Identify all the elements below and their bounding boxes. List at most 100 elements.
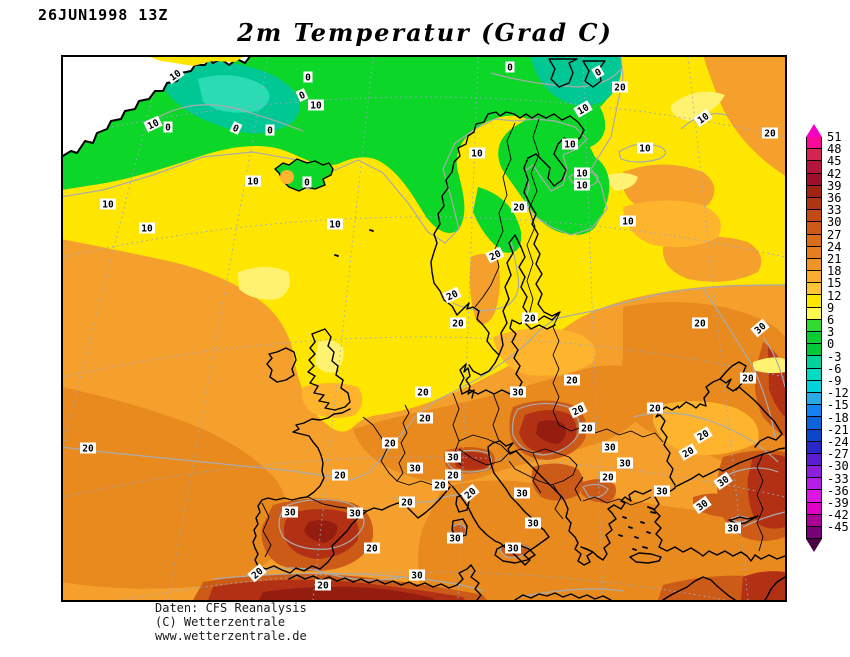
isotherm-label: 10 <box>573 100 593 118</box>
scale-tick-label: -18 <box>827 410 849 425</box>
scale-color-box <box>807 417 821 430</box>
scale-color-box <box>807 405 821 418</box>
isotherm-label: 20 <box>332 469 348 482</box>
scale-tick-label: -42 <box>827 508 849 523</box>
isotherm-label: 30 <box>510 386 526 399</box>
scale-tick-label: 3 <box>827 325 835 340</box>
scale-color-box <box>807 392 821 406</box>
darkest-spain <box>304 520 338 543</box>
isotherm-label: 20 <box>315 579 331 592</box>
isotherm-label: 20 <box>364 542 380 555</box>
isotherm-label: 10 <box>100 198 116 211</box>
credits-line-data: Daten: CFS Reanalysis <box>155 601 307 615</box>
svg-text:30: 30 <box>284 508 296 519</box>
scale-tick-label: 27 <box>827 227 842 242</box>
scale-color-box <box>807 527 821 539</box>
isotherm-label: 10 <box>469 147 485 160</box>
credits-line-copyright: (C) Wetterzentrale <box>155 615 286 629</box>
scale-color-box <box>807 490 821 503</box>
svg-text:0: 0 <box>593 67 604 80</box>
coastlines <box>63 57 785 600</box>
svg-text:20: 20 <box>317 581 329 592</box>
core-east-turkey <box>747 454 785 529</box>
svg-text:10: 10 <box>102 200 114 211</box>
scale-color-box <box>807 295 821 308</box>
isotherm-label: 30 <box>602 441 618 454</box>
scale-tick-label: -24 <box>827 435 849 449</box>
scale-color-box <box>807 283 821 296</box>
svg-text:30: 30 <box>449 534 461 545</box>
svg-text:20: 20 <box>366 544 378 555</box>
denmark-coast <box>459 363 475 399</box>
svg-text:20: 20 <box>649 404 661 415</box>
svg-text:20: 20 <box>488 248 503 263</box>
scale-tick-label: -36 <box>827 483 849 498</box>
svg-text:20: 20 <box>681 445 697 460</box>
svg-text:30: 30 <box>516 489 528 500</box>
scale-color-box <box>807 246 821 259</box>
sardinia-coast <box>451 518 468 539</box>
scale-color-box <box>807 380 821 393</box>
svg-text:10: 10 <box>310 101 322 112</box>
svalbard-coast <box>548 58 606 88</box>
svg-text:10: 10 <box>622 217 634 228</box>
isotherm-label: 20 <box>612 81 628 94</box>
svg-text:30: 30 <box>411 571 423 582</box>
isotherm-label: 0 <box>591 64 605 80</box>
svg-text:20: 20 <box>581 424 593 435</box>
orange-patch-russia-3 <box>623 200 721 248</box>
deep-orange-med <box>418 480 785 600</box>
svg-text:20: 20 <box>82 444 94 455</box>
scale-color-box <box>807 258 821 272</box>
scale-tick-label: 30 <box>827 215 842 230</box>
isotherm-label: 30 <box>725 522 741 535</box>
run-datetime: 26JUN1998 13Z <box>38 6 169 24</box>
svg-text:20: 20 <box>447 471 459 482</box>
svg-text:30: 30 <box>727 524 739 535</box>
svg-text:20: 20 <box>566 376 578 387</box>
isotherm-label: 20 <box>415 386 431 399</box>
isotherm-label: 0 <box>303 71 313 84</box>
isotherm-label: 20 <box>80 442 96 455</box>
isotherm-label: 20 <box>417 412 433 425</box>
yellow-light-ural <box>670 91 725 121</box>
isotherm-label: 30 <box>525 517 541 530</box>
scale-tick-label: 45 <box>827 154 842 169</box>
adriatic-balkan-coast <box>499 440 652 566</box>
green-white-sea <box>531 177 599 235</box>
isotherm-label: 10 <box>574 179 590 192</box>
scale-color-box <box>807 161 821 174</box>
hot-balkans <box>531 463 583 501</box>
svg-text:20: 20 <box>742 374 754 385</box>
svg-text:30: 30 <box>349 509 361 520</box>
isotherm-label: 10 <box>620 215 636 228</box>
svg-text:20: 20 <box>602 473 614 484</box>
scale-tick-label: 0 <box>827 337 835 352</box>
scale-tick-label: 36 <box>827 191 842 205</box>
scale-tick-label: -33 <box>827 471 849 486</box>
svg-text:10: 10 <box>576 102 592 117</box>
isotherm-label: 10 <box>574 167 590 180</box>
isotherm-label: 0 <box>295 88 309 102</box>
isotherm-label: 30 <box>409 569 425 582</box>
scale-tick-label: 39 <box>827 178 842 193</box>
svg-text:20: 20 <box>571 403 586 418</box>
svg-text:20: 20 <box>614 83 626 94</box>
isotherm-label: 20 <box>450 317 466 330</box>
deep-orange-central-europe <box>353 365 652 483</box>
scale-color-box <box>807 514 821 527</box>
scale-tick-label: -45 <box>827 520 849 535</box>
svg-text:0: 0 <box>507 63 513 74</box>
italy-coast <box>452 440 550 566</box>
scale-arrow-down-icon <box>806 539 822 553</box>
isotherm-label: 30 <box>447 532 463 545</box>
yellow-light-russia <box>603 173 638 191</box>
scale-color-box <box>807 149 821 162</box>
scale-color-box <box>807 319 821 332</box>
deep-orange-atlantic-sw <box>63 387 288 589</box>
svg-text:10: 10 <box>146 117 161 132</box>
scale-tick-label: -21 <box>827 422 849 437</box>
isotherm-label: 20 <box>568 401 588 419</box>
isotherm-label: 20 <box>485 246 505 264</box>
scale-color-box <box>807 173 821 186</box>
